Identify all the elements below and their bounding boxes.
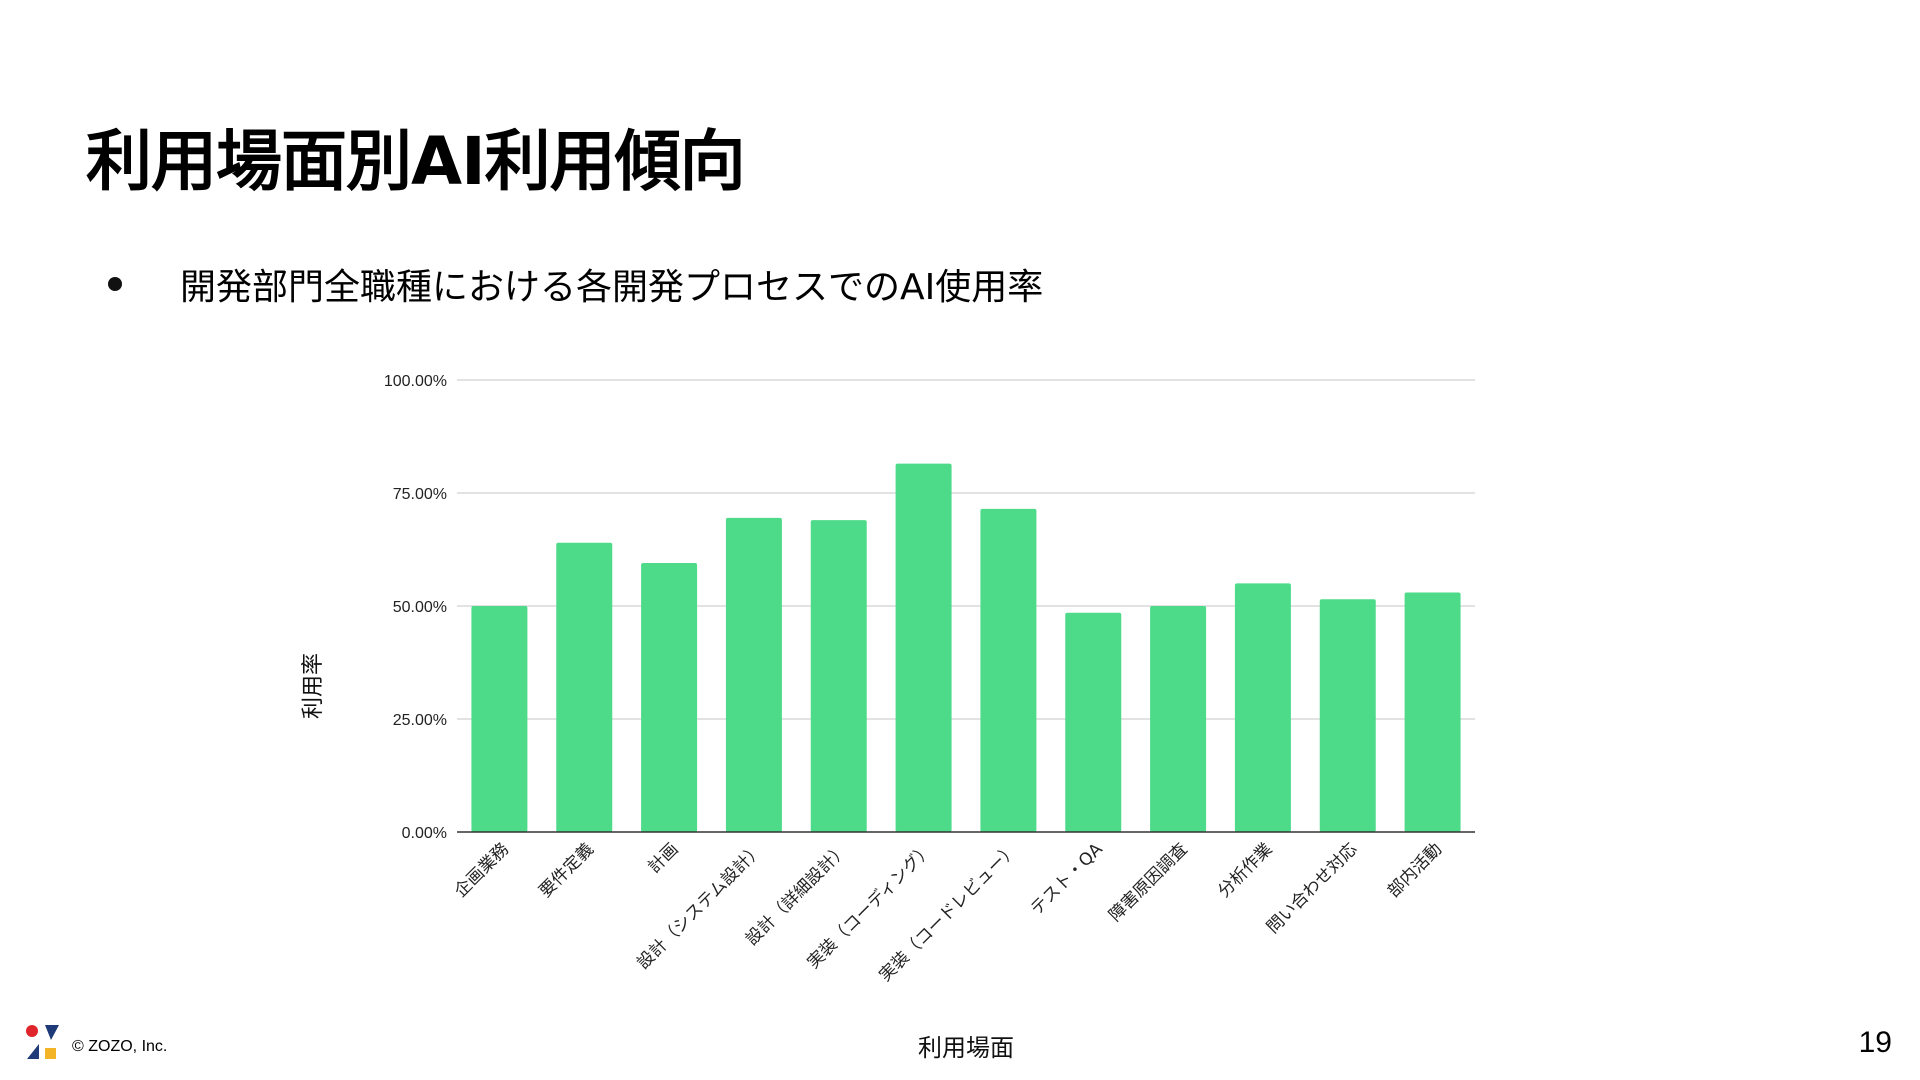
copyright-text: © ZOZO, Inc.	[72, 1038, 168, 1055]
x-tick-label: 問い合わせ対応	[1263, 839, 1361, 937]
chart-gridlines	[457, 379, 1475, 720]
bullet-text: 開発部門全職種における各開発プロセスでのAI使用率	[180, 267, 1044, 308]
logo-navy-mark-bottom	[27, 1044, 39, 1059]
x-tick-label: 企画業務	[451, 839, 513, 901]
x-tick-label: テスト・QA	[1027, 839, 1107, 919]
x-tick-label: 計画	[644, 839, 682, 877]
bar	[1150, 606, 1207, 832]
zozo-logo-icon	[26, 1025, 59, 1059]
y-axis-title: 利用率	[301, 653, 326, 719]
bar	[1234, 583, 1291, 832]
bar	[471, 606, 528, 832]
bar	[556, 542, 613, 832]
y-tick-label: 50.00%	[393, 599, 447, 616]
bar	[810, 520, 867, 832]
slide-title: 利用場面別AI利用傾向	[86, 123, 746, 200]
bar	[980, 508, 1037, 832]
bar	[1319, 599, 1376, 832]
chart-bars	[471, 463, 1461, 832]
y-tick-label: 25.00%	[393, 712, 447, 729]
logo-navy-mark	[45, 1025, 59, 1040]
logo-red-dot	[26, 1025, 38, 1037]
x-tick-label: 分析作業	[1214, 839, 1276, 901]
page-number: 19	[1858, 1026, 1892, 1059]
x-tick-label: 障害原因調査	[1105, 839, 1191, 925]
x-tick-label: 要件定義	[536, 839, 598, 901]
x-axis-title: 利用場面	[918, 1034, 1014, 1062]
y-tick-label: 100.00%	[384, 373, 447, 390]
bullet-item: 開発部門全職種における各開発プロセスでのAI使用率	[108, 258, 1043, 310]
bullet-dot-icon	[108, 277, 122, 291]
logo-yellow-square	[45, 1048, 56, 1059]
bar	[641, 563, 698, 832]
bar	[1065, 612, 1122, 832]
bar	[895, 463, 952, 832]
bar	[725, 517, 782, 832]
y-tick-label: 75.00%	[393, 486, 447, 503]
y-tick-label: 0.00%	[402, 825, 447, 842]
bar	[1404, 592, 1461, 832]
x-tick-label: 部内活動	[1384, 839, 1446, 901]
x-tick-label: 実装（コードレビュー）	[876, 839, 1022, 985]
